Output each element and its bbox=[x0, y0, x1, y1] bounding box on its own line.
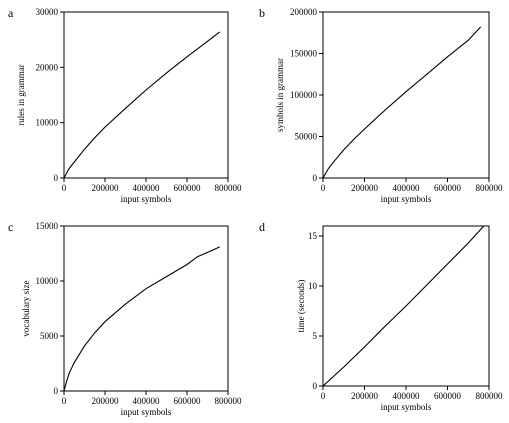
panel-letter: b bbox=[259, 6, 265, 20]
x-axis-label: input symbols bbox=[381, 194, 432, 204]
y-tick-label: 5000 bbox=[40, 331, 59, 341]
x-tick-label: 400000 bbox=[393, 391, 421, 401]
plot-frame bbox=[322, 11, 490, 179]
panel-letter: d bbox=[259, 220, 265, 234]
panel-d: d 0 200000 400000 600000 800000 0 5 10 15 input sy… bbox=[259, 220, 503, 412]
series-line bbox=[322, 26, 482, 179]
panel-a: a 0 200000 400000 600000 800000 0 10000 20000 300… bbox=[8, 6, 242, 204]
y-axis-label: symbols in grammar bbox=[275, 58, 285, 132]
x-tick-label: 600000 bbox=[174, 396, 202, 406]
y-tick-label: 5 bbox=[313, 331, 318, 341]
y-axis-label: vocabulary size bbox=[21, 280, 31, 336]
series-line bbox=[322, 225, 485, 387]
x-tick-label: 200000 bbox=[351, 183, 379, 193]
panel-c: c 0 200000 400000 600000 800000 0 5000 10000 1500… bbox=[8, 220, 242, 417]
x-tick-label: 400000 bbox=[133, 396, 161, 406]
x-tick-label: 600000 bbox=[174, 183, 202, 193]
y-tick-label: 200000 bbox=[290, 7, 318, 17]
x-tick-label: 800000 bbox=[215, 396, 243, 406]
x-tick-label: 400000 bbox=[133, 183, 161, 193]
x-axis-label: input symbols bbox=[121, 194, 172, 204]
y-tick-label: 0 bbox=[313, 173, 318, 183]
x-axis-label: input symbols bbox=[121, 407, 172, 417]
x-tick-label: 200000 bbox=[351, 391, 379, 401]
y-tick-label: 0 bbox=[313, 381, 318, 391]
x-tick-label: 200000 bbox=[92, 183, 120, 193]
x-tick-label: 800000 bbox=[476, 391, 504, 401]
x-tick-label: 0 bbox=[321, 183, 326, 193]
y-tick-label: 0 bbox=[54, 173, 59, 183]
y-tick-label: 10 bbox=[308, 281, 318, 291]
y-axis-label: time (seconds) bbox=[296, 280, 306, 333]
x-tick-label: 200000 bbox=[92, 396, 120, 406]
x-axis-label: input symbols bbox=[381, 402, 432, 412]
panel-letter: c bbox=[8, 220, 13, 234]
x-tick-label: 600000 bbox=[434, 391, 462, 401]
y-tick-label: 0 bbox=[54, 386, 59, 396]
panel-b: b 0 200000 400000 600000 800000 0 50000 100000 15… bbox=[259, 6, 503, 204]
y-tick-label: 20000 bbox=[36, 62, 59, 72]
plot-frame bbox=[63, 11, 229, 179]
y-tick-label: 50000 bbox=[295, 132, 318, 142]
x-tick-label: 600000 bbox=[434, 183, 462, 193]
y-tick-label: 10000 bbox=[36, 276, 59, 286]
y-tick-label: 150000 bbox=[290, 49, 318, 59]
series-line bbox=[63, 246, 221, 392]
y-tick-label: 15 bbox=[308, 231, 318, 241]
y-tick-label: 10000 bbox=[36, 118, 59, 128]
x-tick-label: 800000 bbox=[476, 183, 504, 193]
y-tick-label: 100000 bbox=[290, 90, 318, 100]
x-tick-label: 0 bbox=[62, 183, 67, 193]
x-tick-label: 0 bbox=[62, 396, 67, 406]
series-line bbox=[63, 31, 221, 179]
y-tick-label: 30000 bbox=[36, 7, 59, 17]
x-tick-label: 400000 bbox=[393, 183, 421, 193]
x-tick-label: 0 bbox=[321, 391, 326, 401]
y-tick-label: 15000 bbox=[36, 221, 59, 231]
y-axis-label: rules in grammar bbox=[16, 64, 26, 125]
plot-frame bbox=[63, 225, 229, 392]
panel-letter: a bbox=[8, 6, 14, 20]
x-tick-label: 800000 bbox=[215, 183, 243, 193]
